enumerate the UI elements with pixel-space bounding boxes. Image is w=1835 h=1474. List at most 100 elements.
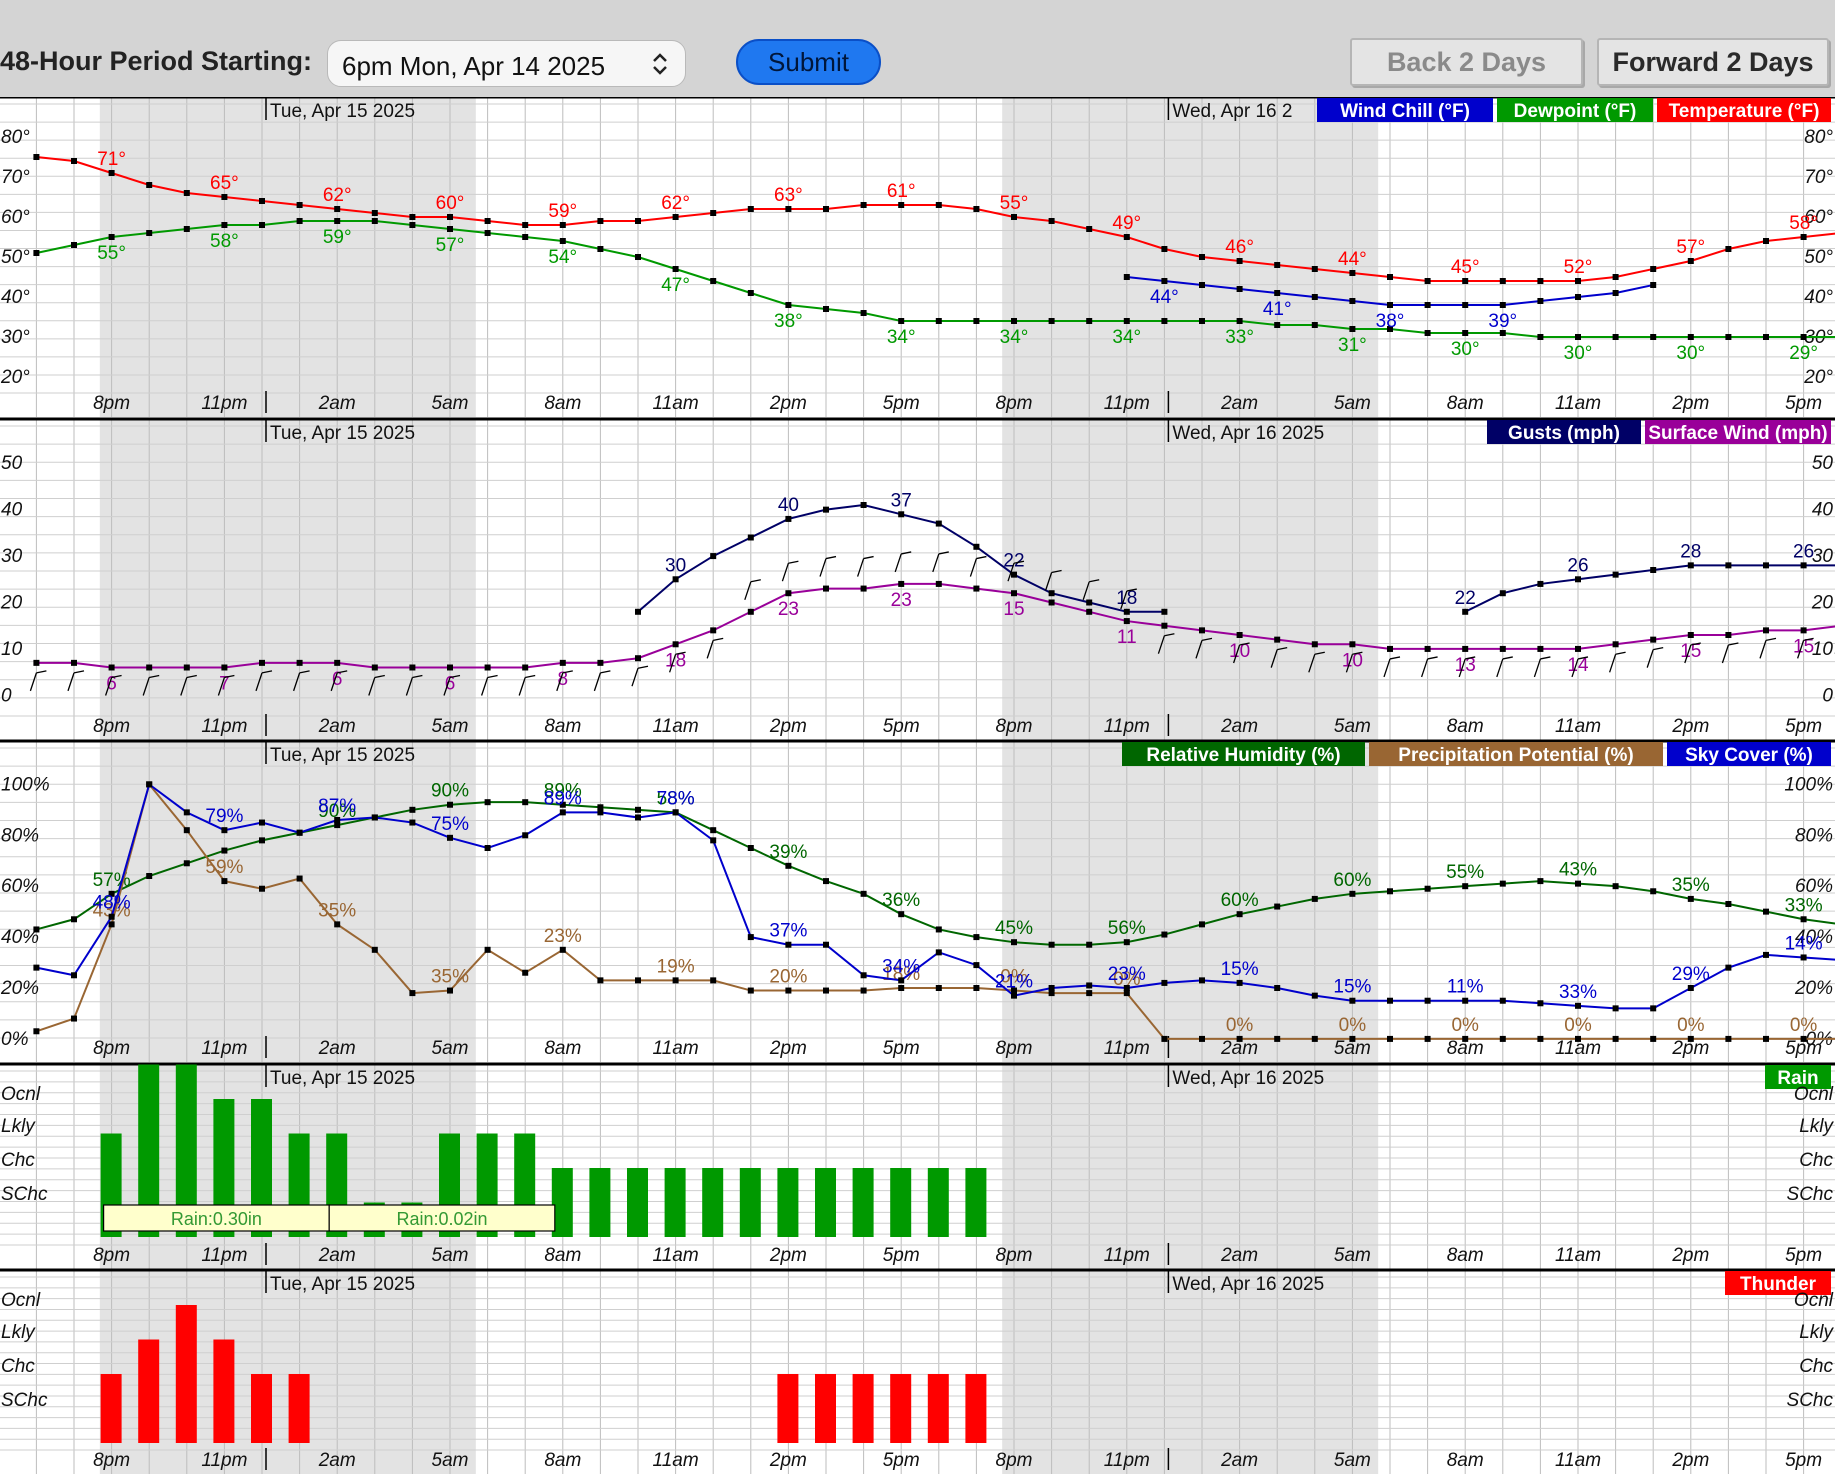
data-point [221,664,228,671]
data-point [33,250,40,256]
data-point [447,664,453,671]
data-point [1537,1035,1544,1042]
data-point [559,222,566,228]
y-tick-label: 20° [0,367,30,388]
bar [965,1168,987,1237]
data-point [1048,218,1055,224]
back-2-days-button[interactable]: Back 2 Days [1350,38,1583,86]
data-point [1462,997,1469,1004]
data-point [447,834,453,841]
x-tick-label: 11am [653,393,699,414]
data-label: 30° [1564,343,1593,364]
data-label: 52° [1564,257,1593,278]
data-label: 23% [1108,964,1146,985]
data-label: 57° [436,235,465,256]
data-point [1274,903,1281,910]
data-point [1199,627,1205,634]
data-point [1011,571,1017,578]
data-point [108,234,115,240]
data-point [1612,641,1619,648]
y-tick-label: 40% [1795,927,1833,948]
x-tick-label: 2am [318,393,356,414]
data-point [108,170,115,176]
wind-barb [67,670,85,692]
y-tick-label: Lkly [1799,1116,1834,1137]
data-point [146,873,153,879]
data-point [898,318,905,324]
data-point [1349,641,1356,648]
data-point [1236,318,1243,324]
day-label: Wed, Apr 16 2025 [1172,1068,1324,1089]
period-select[interactable]: 6pm Mon, Apr 14 2025 [327,40,686,87]
data-point [1763,908,1769,915]
data-point [1199,254,1205,260]
wind-barb [1646,647,1664,668]
series-surface-wind-mph-: 6 7 6 6 8 18 23 23 15 11 10 10 13 14 15 15 [33,580,1835,695]
data-point [1048,985,1055,991]
data-point [484,845,491,851]
x-tick-label: 11pm [1104,1450,1150,1471]
data-point [33,1028,40,1035]
data-point [1537,580,1544,587]
data-point [1499,590,1506,597]
data-label: 20% [769,967,807,988]
data-point [898,202,905,208]
night-shade [1002,98,1379,417]
x-tick-label: 5am [1334,1245,1371,1266]
data-point [1575,576,1581,583]
y-tick-label: SChc [1787,1184,1834,1205]
data-point [1086,990,1093,997]
data-label: 30° [1451,339,1480,360]
data-point [1161,979,1168,986]
data-point [1086,982,1093,989]
data-point [1800,954,1807,961]
series-sky-cover-: 48% 79% 87% 75% 89% 78% 37% 34% 21% 23% 15% 15% 11% 3… [33,781,1835,1012]
x-tick-label: 11pm [1104,393,1150,414]
data-label: 78% [657,788,695,809]
forward-2-days-button[interactable]: Forward 2 Days [1597,38,1829,86]
bar [702,1168,724,1237]
data-label: 62° [661,193,690,214]
data-point [183,190,190,196]
data-point [1236,632,1243,638]
series-line [36,782,1835,1010]
data-point [860,890,867,897]
data-point [296,659,303,666]
data-point [259,885,265,892]
wind-barb [1345,651,1363,673]
data-label: 40 [778,495,799,516]
data-point [146,230,153,236]
x-tick-label: 8am [544,716,581,737]
legend-swatch [1317,98,1493,122]
data-point [672,266,679,272]
x-tick-label: 8pm [996,393,1033,414]
data-point [1236,258,1243,264]
bar [739,1168,761,1237]
data-label: 18 [665,650,686,671]
data-point [1123,618,1130,625]
x-tick-label: 11pm [1104,1245,1150,1266]
bar [213,1339,235,1443]
wind-barb [368,674,385,696]
data-point [973,585,980,592]
x-tick-label: 2pm [1671,716,1709,737]
data-label: 0% [1790,1015,1818,1036]
data-point [1236,1035,1243,1042]
data-point [1499,1035,1506,1042]
data-point [221,194,228,200]
data-point [409,214,416,220]
y-tick-label: Ocnl [1794,1084,1834,1105]
data-point [559,946,566,953]
bar [627,1168,648,1237]
wind-barb [29,670,47,692]
data-label: 31° [1338,335,1367,356]
submit-button[interactable]: Submit [736,39,881,85]
data-point [1349,298,1356,304]
x-tick-label: 11am [1555,1038,1601,1059]
data-point [898,985,905,991]
x-tick-label: 11pm [201,716,247,737]
wind-barb [1157,633,1175,654]
x-tick-label: 5am [432,716,469,737]
data-point [747,290,754,296]
data-point [973,543,980,550]
